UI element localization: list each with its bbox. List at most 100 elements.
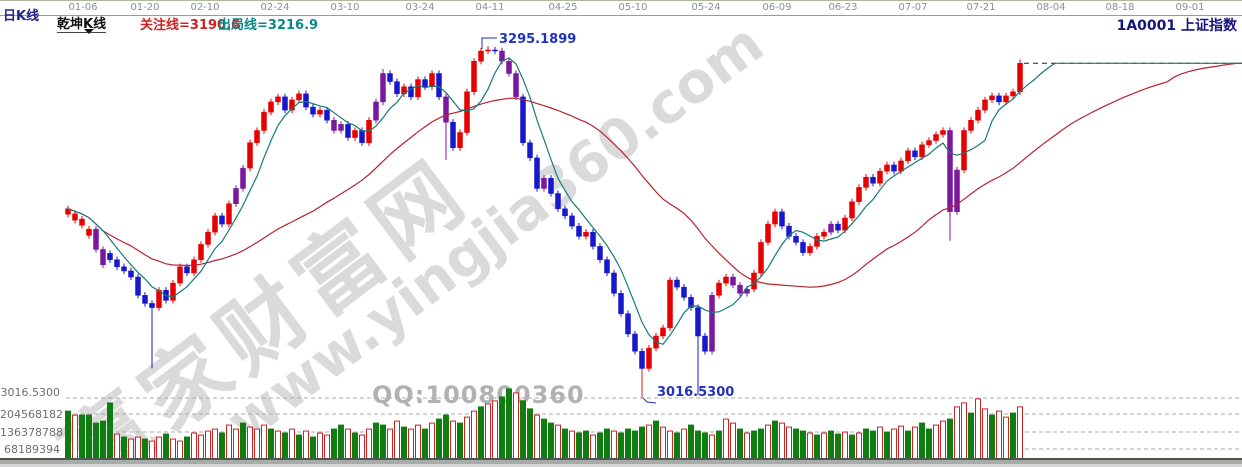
volume-bar [632,430,638,460]
volume-bar [1003,416,1009,460]
volume-bar [1010,412,1016,460]
volume-bar [674,432,680,460]
volume-pane-baseline [0,458,1242,460]
candle-body [1003,95,1009,103]
volume-bar [436,418,442,460]
volume-bar [156,436,162,460]
candle-body [457,132,463,149]
exit-line-value: 出局线=3216.9 [218,18,319,33]
candle-body [583,231,589,237]
volume-bar [947,418,953,460]
candle-body [800,242,806,253]
volume-bar [891,428,897,460]
candle-body [471,60,477,93]
candle-body [954,169,960,212]
volume-bar [135,436,141,460]
candle-body [1017,63,1023,93]
candle-body [968,119,974,131]
indicator-dropdown-arrow-icon[interactable] [84,29,94,34]
volume-bar [835,433,841,460]
candle-body [121,266,127,272]
volume-bar [177,440,183,460]
volume-bar [198,434,204,460]
candle-body [548,177,554,194]
volume-bar [737,428,743,460]
volume-bar [93,422,99,460]
volume-bar [170,438,176,460]
date-label: 08-04 [1036,2,1066,13]
candle-body [296,93,302,101]
volume-bar [877,426,883,460]
candle-body [317,109,323,115]
volume-bar [730,422,736,460]
high-price-annotation: 3295.1899 [499,32,577,47]
volume-bar [212,428,218,460]
volume-bar [345,428,351,460]
volume-axis-label-2: 136378788 [0,426,63,439]
candle-body [611,272,617,294]
volume-bar [814,434,820,460]
volume-bar [380,424,386,460]
candle-body [681,286,687,298]
volume-bar [457,422,463,460]
ma-slow-line [67,62,1242,288]
candle-body [520,96,526,143]
candle-body [184,266,190,274]
candle-body [254,130,260,143]
bottom-border [0,460,1242,464]
candle-body [667,279,673,329]
volume-bar [639,426,645,460]
candle-body [394,81,400,95]
volume-bar [240,422,246,460]
volume-bar [779,422,785,460]
candle-body [352,130,358,138]
volume-bar [681,428,687,460]
volume-bar [289,428,295,460]
volume-bar [961,402,967,460]
volume-bar [534,414,540,460]
volume-bar [513,392,519,460]
volume-bar [772,420,778,460]
volume-bar [184,436,190,460]
volume-bar [415,424,421,460]
date-label: 02-10 [190,2,220,13]
candle-body [303,93,309,108]
candle-body [324,109,330,121]
volume-bar [555,424,561,460]
ma-fast-line [67,57,1242,346]
volume-bar [541,418,547,460]
volume-bar [933,424,939,460]
candle-body [408,86,414,98]
candle-body [926,140,932,145]
candle-body [331,119,337,131]
candle-body [338,124,344,131]
volume-bar [842,431,848,460]
volume-bar [408,428,414,460]
candle-body [345,124,351,138]
volume-bar [583,430,589,460]
volume-bar [100,420,106,460]
candle-body [947,130,953,212]
high-annotation-bracket [481,37,497,49]
volume-bar [373,422,379,460]
candle-body [597,246,603,260]
volume-bar [247,426,253,460]
candle-body [674,279,680,288]
volume-bar [954,406,960,460]
candle-body [618,293,624,314]
candle-body [604,259,610,274]
volume-bar [989,414,995,460]
indicator-name[interactable]: 乾坤K线 [57,13,107,33]
volume-bar [317,432,323,460]
low-price-annotation: 3016.5300 [657,385,735,400]
date-label: 02-24 [260,2,290,13]
candle-body [464,91,470,133]
date-label: 05-10 [618,2,648,13]
volume-bar [303,430,309,460]
volume-bar [86,414,92,460]
volume-bar [569,430,575,460]
candle-body [772,211,778,225]
volume-bar [898,425,904,460]
date-label: 06-09 [762,2,792,13]
